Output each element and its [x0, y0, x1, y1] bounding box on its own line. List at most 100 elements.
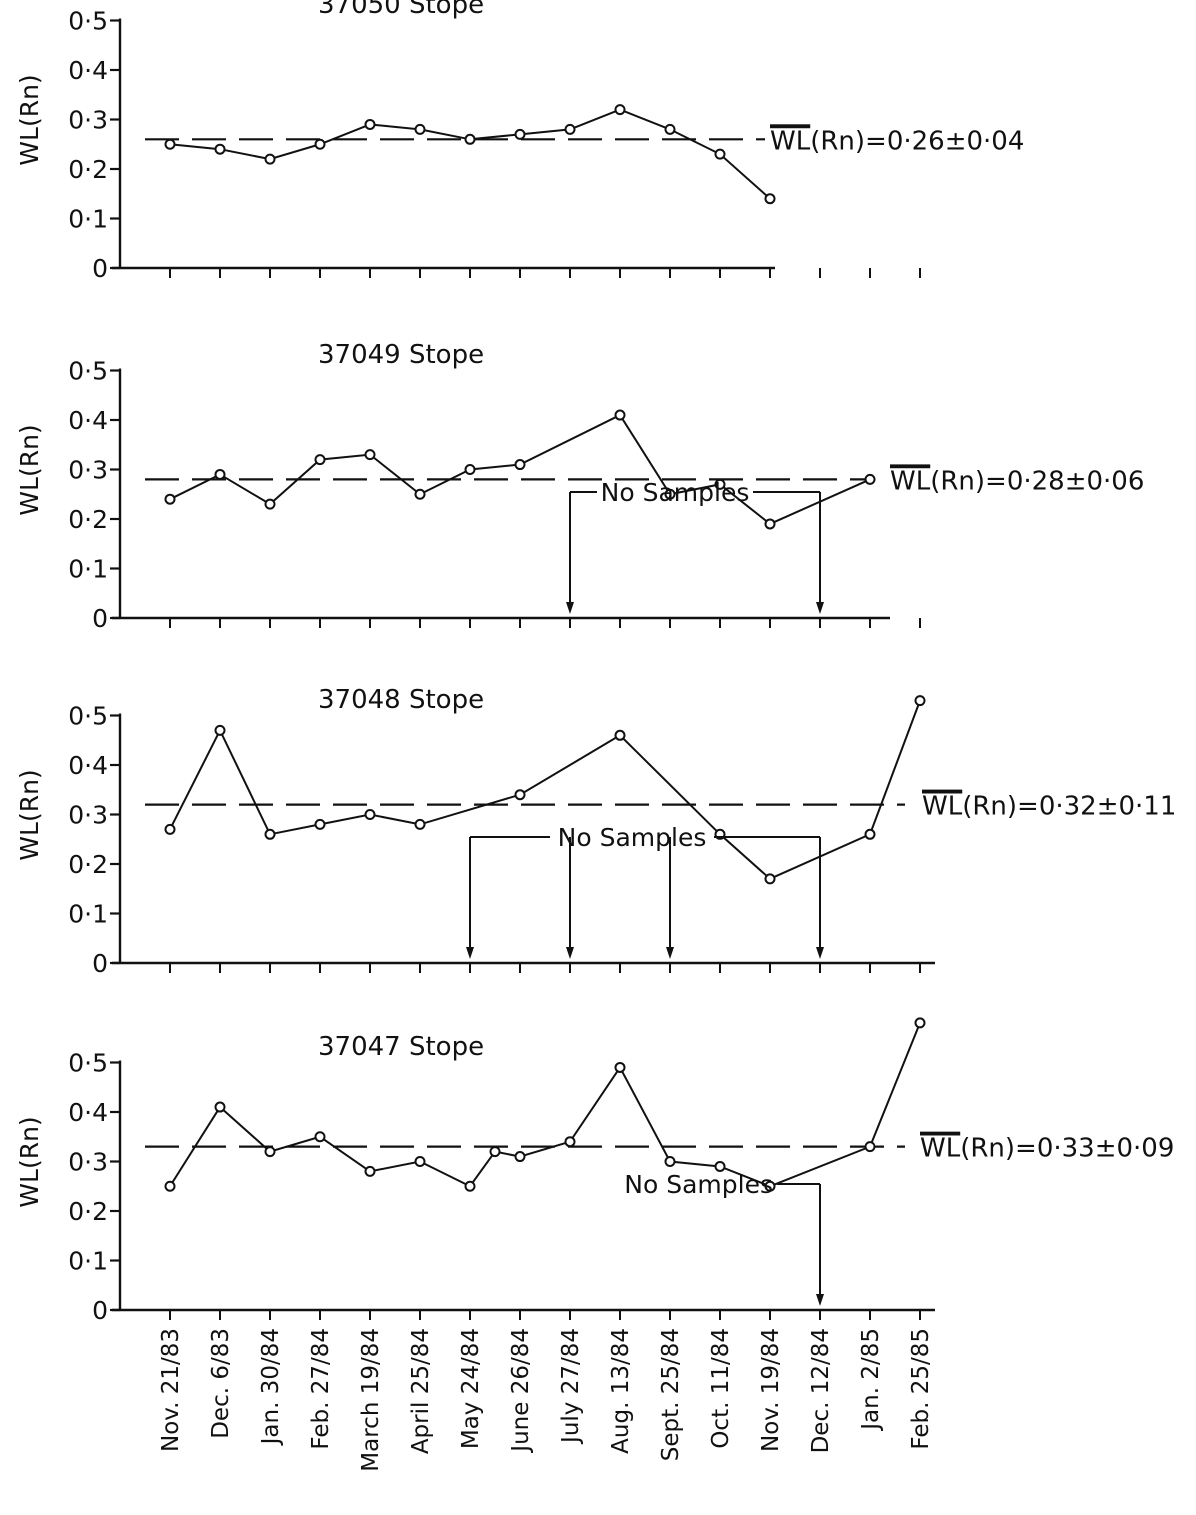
y-tick-label: 0·3 [68, 801, 108, 830]
x-tick-label: Dec. 12/84 [808, 1328, 834, 1453]
data-point [214, 724, 226, 736]
data-point [364, 449, 376, 461]
data-point [514, 1151, 526, 1163]
data-point [264, 1146, 276, 1158]
no-samples-arrowhead [566, 947, 574, 959]
data-point [314, 138, 326, 150]
data-point [414, 488, 426, 500]
data-point [164, 823, 176, 835]
no-samples-label: No Samples [624, 1170, 773, 1199]
y-tick-label: 0·5 [68, 702, 108, 731]
no-samples-arrowhead [816, 602, 824, 614]
mean-label: WL(Rn)=0·28±0·06 [890, 466, 1144, 496]
data-point [864, 828, 876, 840]
data-point [364, 809, 376, 820]
data-point [314, 454, 326, 466]
y-axis-title: WL(Rn) [15, 74, 44, 165]
x-tick-label: Aug. 13/84 [608, 1328, 634, 1454]
data-point [764, 1180, 776, 1192]
data-point [214, 468, 226, 480]
y-tick-label: 0·4 [68, 406, 108, 435]
data-point [414, 818, 426, 830]
x-tick-label: April 25/84 [408, 1328, 434, 1454]
panel-2: 0 0·1 0·2 0·3 0·4 0·5 WL(Rn) 37049 Stope WL(Rn)=… [15, 340, 1144, 633]
data-point [914, 1017, 926, 1029]
y-tick-label: 0·3 [68, 1148, 108, 1177]
no-samples-arrowhead [816, 1294, 824, 1306]
data-point [714, 148, 726, 160]
data-point [764, 518, 776, 530]
data-point [214, 143, 226, 155]
mean-label: WL(Rn)=0·33±0·09 [920, 1134, 1174, 1164]
data-point [364, 118, 376, 130]
series-line [169, 108, 771, 200]
series-line [169, 1022, 921, 1188]
y-tick-label: 0·3 [68, 456, 108, 485]
x-tick-label: Feb. 27/84 [308, 1328, 334, 1450]
data-point [714, 478, 726, 490]
y-tick-label: 0 [92, 1296, 108, 1325]
mean-label-overline: WL [922, 792, 963, 822]
data-point [864, 1141, 876, 1153]
data-point [514, 459, 526, 471]
mean-label-text: (Rn)=0·28±0·06 [930, 466, 1144, 496]
data-point [364, 1165, 376, 1177]
data-point [514, 789, 526, 801]
data-point [264, 498, 276, 510]
data-point [614, 1061, 626, 1073]
x-tick-labels: Nov. 21/83 Dec. 6/83 Jan. 30/84 Feb. 27/84 M… [158, 1328, 934, 1472]
y-tick-label: 0·5 [68, 1049, 108, 1078]
no-samples-label: No Samples [601, 478, 750, 507]
mean-label: WL(Rn)=0·32±0·11 [922, 792, 1176, 822]
series-line [169, 700, 921, 881]
y-axis-title: WL(Rn) [15, 769, 44, 860]
x-tick-label: June 26/84 [508, 1328, 534, 1454]
x-tick-label: Jan. 2/85 [858, 1328, 884, 1432]
panel-title: 37047 Stope [318, 1032, 484, 1062]
y-axis-title: WL(Rn) [15, 424, 44, 515]
data-point [564, 123, 576, 135]
x-tick-label: Dec. 6/83 [208, 1328, 234, 1439]
mean-label-text: (Rn)=0·32±0·11 [962, 792, 1176, 822]
y-tick-label: 0 [92, 254, 108, 283]
x-tick-label: Oct. 11/84 [708, 1328, 734, 1449]
data-point [164, 138, 176, 150]
data-point [614, 409, 626, 421]
mean-label: WL(Rn)=0·26±0·04 [770, 126, 1024, 156]
data-point [764, 873, 776, 885]
mean-label-text: (Rn)=0·26±0·04 [810, 126, 1024, 156]
x-tick-label: July 27/84 [558, 1328, 584, 1445]
data-point [214, 1101, 226, 1113]
data-point [314, 1131, 326, 1143]
y-tick-label: 0·1 [68, 555, 108, 584]
panel-title: 37050 Stope [318, 0, 484, 20]
y-tick-label: 0·2 [68, 850, 108, 879]
panel-4: 0 0·1 0·2 0·3 0·4 0·5 WL(Rn) 37047 Stope WL(Rn)=… [15, 1017, 1174, 1325]
data-point [514, 128, 526, 140]
data-point [489, 1146, 501, 1158]
data-point [664, 488, 676, 500]
x-tick-label: May 24/84 [458, 1328, 484, 1449]
y-axis-title: WL(Rn) [15, 1116, 44, 1207]
y-tick-label: 0·5 [68, 357, 108, 386]
data-point [614, 729, 626, 741]
y-tick-label: 0·2 [68, 1197, 108, 1226]
data-point [264, 153, 276, 165]
no-samples-arrowhead [566, 602, 574, 614]
data-point [564, 1136, 576, 1148]
y-tick-label: 0·3 [68, 106, 108, 135]
data-point [664, 1156, 676, 1167]
panel-1: 0 0·1 0·2 0·3 0·4 0·5 WL(Rn) 37050 Stope WL(Rn)=… [15, 0, 1024, 283]
x-tick-label: Jan. 30/84 [258, 1328, 284, 1446]
x-tick-label: Sept. 25/84 [658, 1328, 684, 1461]
data-point [414, 123, 426, 135]
y-tick-label: 0·4 [68, 56, 108, 85]
mean-label-text: (Rn)=0·33±0·09 [960, 1134, 1174, 1164]
y-tick-label: 0·5 [68, 7, 108, 36]
no-samples-arrowhead [666, 947, 674, 959]
no-samples-arrowhead [466, 947, 474, 959]
data-point [414, 1156, 426, 1167]
data-point [464, 1180, 476, 1192]
y-tick-label: 0·4 [68, 751, 108, 780]
